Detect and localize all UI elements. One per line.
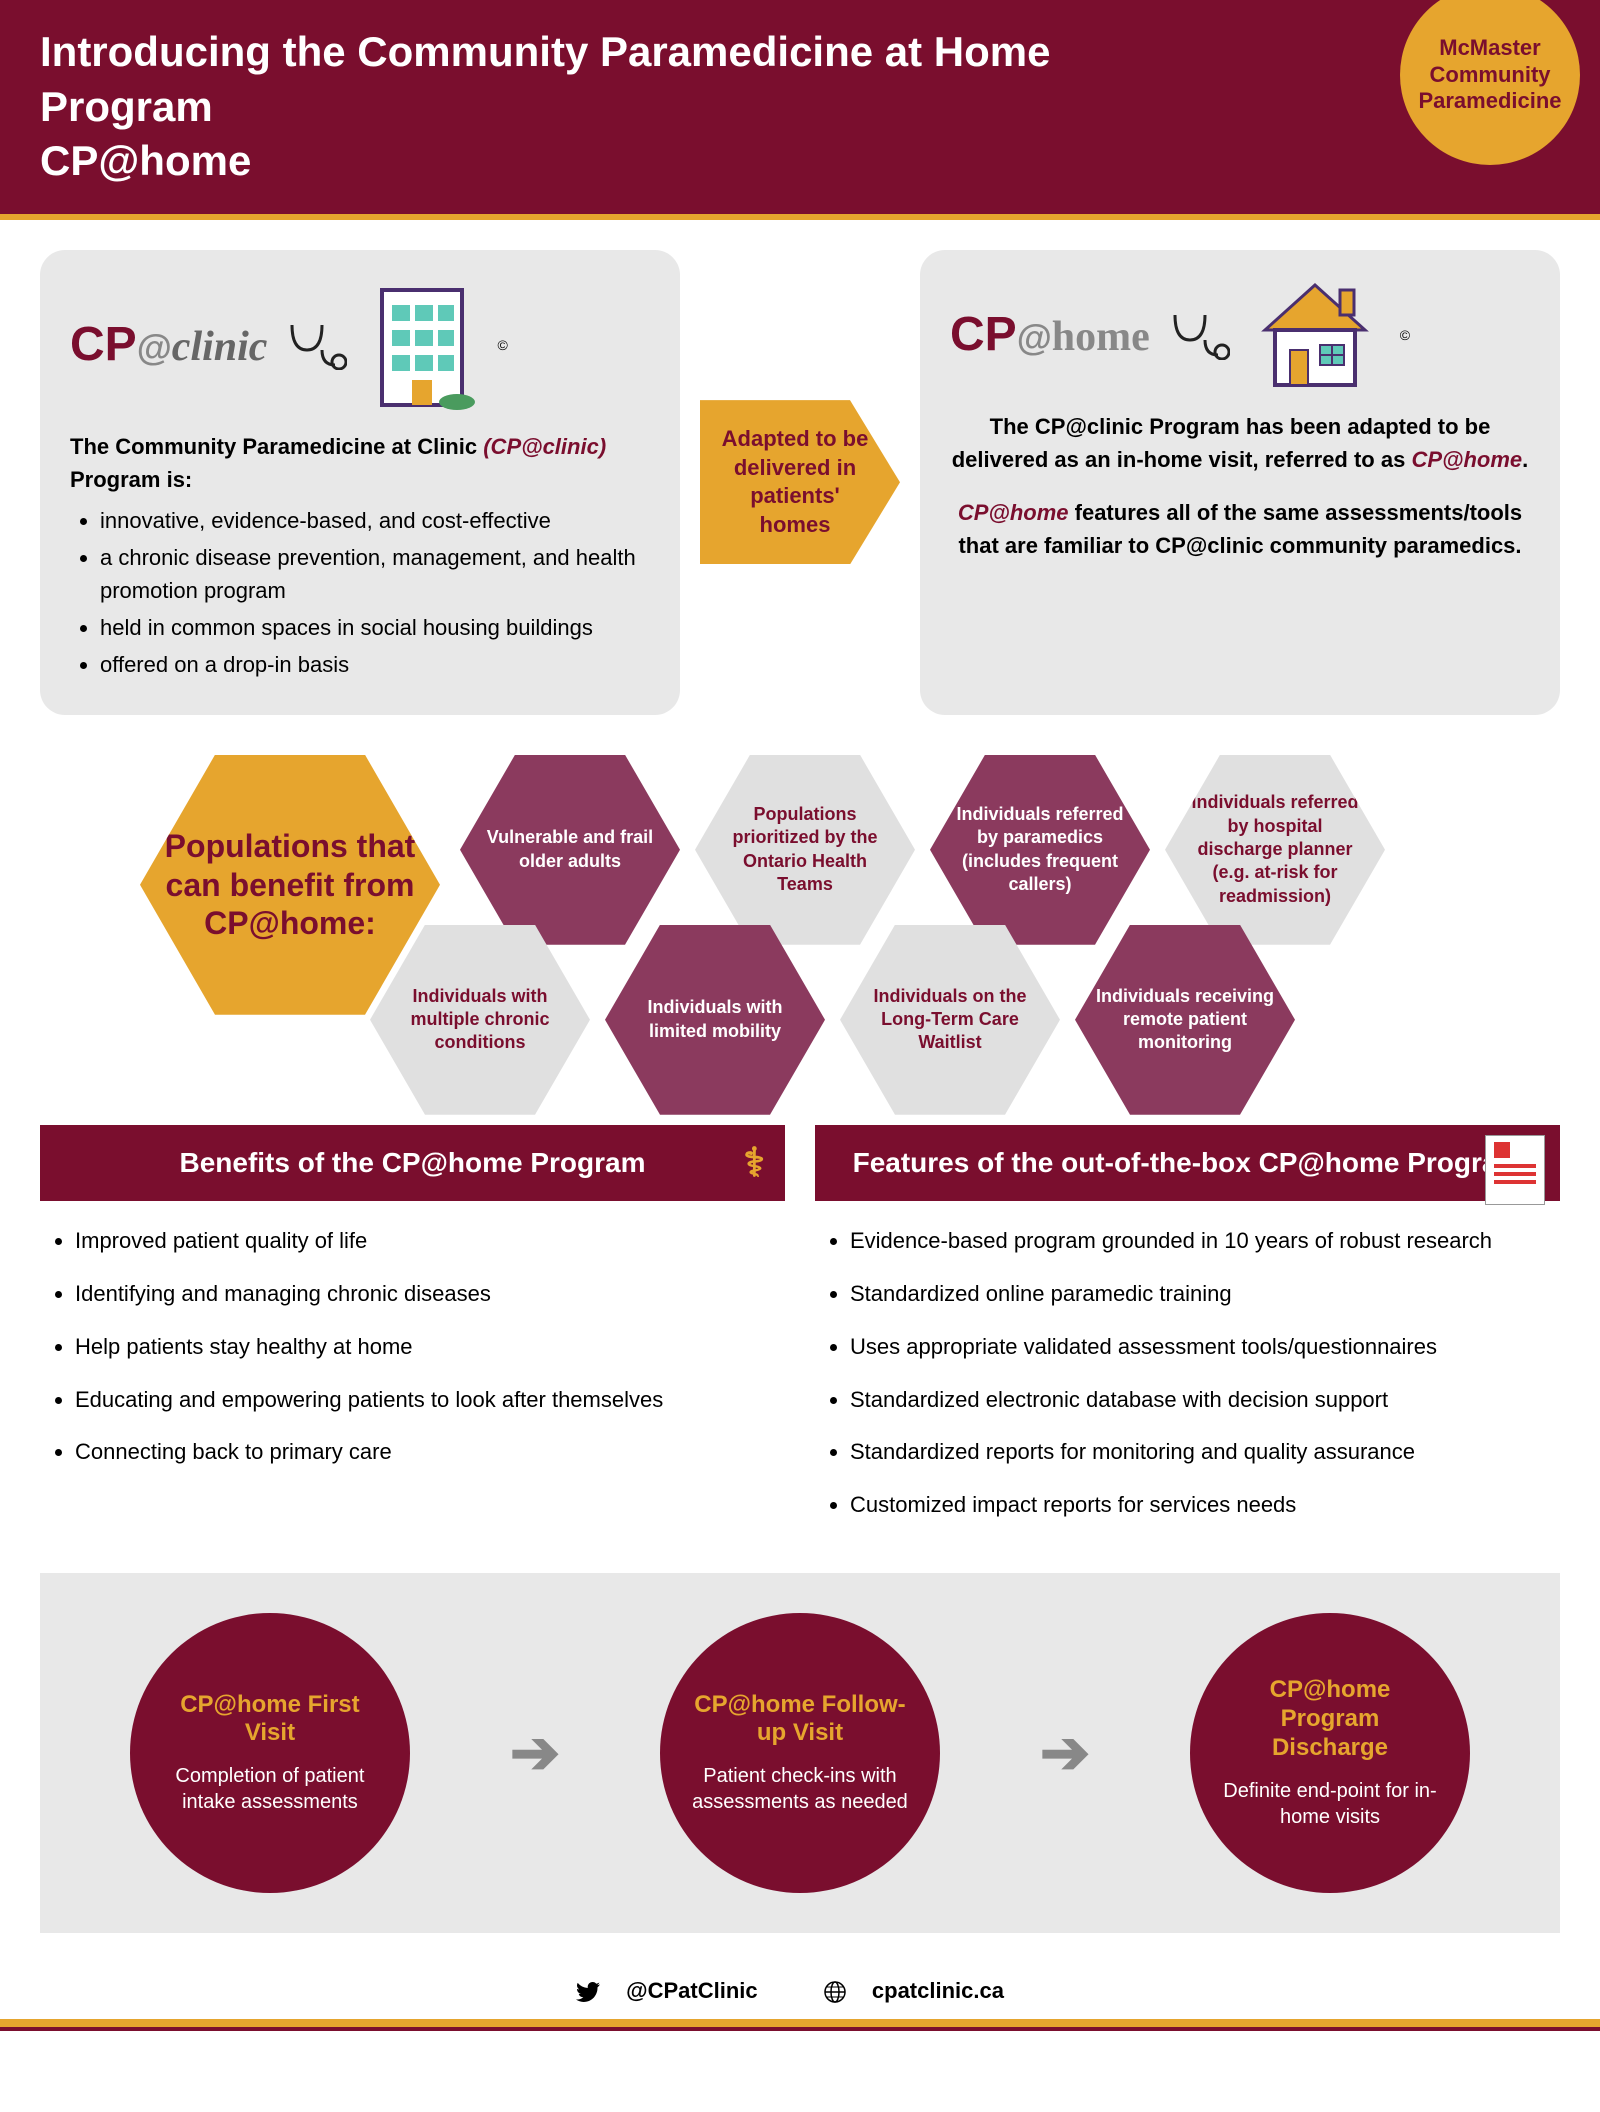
footer-social: @CPatClinic cpatclinic.ca (0, 1963, 1600, 2019)
list-item: held in common spaces in social housing … (100, 611, 650, 644)
population-hex: Individuals with multiple chronic condit… (370, 925, 590, 1115)
home-card: CP@home © The CP@clinic Program has been… (920, 250, 1560, 715)
website: cpatclinic.ca (824, 1978, 1024, 2003)
flow-desc: Completion of patient intake assessments (160, 1763, 380, 1815)
stethoscope-icon (287, 320, 347, 370)
stethoscope-icon (1170, 310, 1230, 360)
population-hex: Individuals receiving remote patient mon… (1075, 925, 1295, 1115)
flow-step-followup: CP@home Follow-up Visit Patient check-in… (660, 1613, 940, 1893)
flow-title: CP@home Program Discharge (1220, 1676, 1440, 1762)
clinic-logo: CP@clinic © (70, 280, 650, 410)
population-hex: Populations prioritized by the Ontario H… (695, 755, 915, 945)
list-item: Standardized online paramedic training (850, 1279, 1560, 1310)
population-hex: Individuals with limited mobility (605, 925, 825, 1115)
benefits-header: Benefits of the CP@home Program ⚕ (40, 1125, 785, 1201)
list-item: Customized impact reports for services n… (850, 1490, 1560, 1521)
home-logo: CP@home © (950, 280, 1530, 390)
list-item: Evidence-based program grounded in 10 ye… (850, 1226, 1560, 1257)
population-hex: Individuals on the Long-Term Care Waitli… (840, 925, 1060, 1115)
arrow-right-icon: ➔ (510, 1718, 560, 1788)
population-hex: Individuals referred by hospital dischar… (1165, 755, 1385, 945)
title-line2: CP@home (40, 134, 1090, 189)
list-item: Educating and empowering patients to loo… (75, 1385, 785, 1416)
features-list: Evidence-based program grounded in 10 ye… (850, 1226, 1560, 1521)
page-title: Introducing the Community Paramedicine a… (40, 25, 1090, 189)
list-item: offered on a drop-in basis (100, 648, 650, 681)
list-item: Help patients stay healthy at home (75, 1332, 785, 1363)
flow-step-first-visit: CP@home First Visit Completion of patien… (130, 1613, 410, 1893)
list-item: Uses appropriate validated assessment to… (850, 1332, 1560, 1363)
list-item: Standardized electronic database with de… (850, 1385, 1560, 1416)
flow-title: CP@home First Visit (160, 1691, 380, 1749)
title-line1: Introducing the Community Paramedicine a… (40, 25, 1090, 134)
clinic-card: CP@clinic © The Community Paramedicine a… (40, 250, 680, 715)
twitter-handle: @CPatClinic (576, 1978, 784, 2003)
caduceus-icon: ⚕ (743, 1137, 765, 1189)
benefits-column: Benefits of the CP@home Program ⚕ Improv… (40, 1125, 785, 1543)
flow-desc: Patient check-ins with assessments as ne… (690, 1763, 910, 1815)
main-content: CP@clinic © The Community Paramedicine a… (0, 220, 1600, 1963)
populations-section: Populations that can benefit from CP@hom… (40, 755, 1560, 1085)
features-header: Features of the out-of-the-box CP@home P… (815, 1125, 1560, 1201)
home-text: The CP@clinic Program has been adapted t… (950, 410, 1530, 562)
header: Introducing the Community Paramedicine a… (0, 0, 1600, 220)
top-cards: CP@clinic © The Community Paramedicine a… (40, 250, 1560, 715)
population-hex: Vulnerable and frail older adults (460, 755, 680, 945)
benefits-list: Improved patient quality of life Identif… (75, 1226, 785, 1468)
features-column: Features of the out-of-the-box CP@home P… (815, 1125, 1560, 1543)
footer-bar (0, 2019, 1600, 2031)
list-item: Connecting back to primary care (75, 1437, 785, 1468)
process-flow: CP@home First Visit Completion of patien… (40, 1573, 1560, 1933)
arrow-right-icon: ➔ (1040, 1718, 1090, 1788)
list-item: innovative, evidence-based, and cost-eff… (100, 504, 650, 537)
document-icon (1485, 1135, 1545, 1205)
house-icon (1250, 280, 1380, 390)
twitter-icon (576, 1982, 600, 2002)
clinic-text: The Community Paramedicine at Clinic (CP… (70, 430, 650, 681)
list-item: Improved patient quality of life (75, 1226, 785, 1257)
hex-grid: Vulnerable and frail older adults Popula… (460, 755, 1560, 1115)
building-icon (367, 280, 477, 410)
flow-title: CP@home Follow-up Visit (690, 1691, 910, 1749)
globe-icon (824, 1981, 846, 2003)
population-hex: Individuals referred by paramedics (incl… (930, 755, 1150, 945)
list-item: a chronic disease prevention, management… (100, 541, 650, 607)
benefits-features: Benefits of the CP@home Program ⚕ Improv… (40, 1125, 1560, 1543)
program-badge: McMaster Community Paramedicine (1400, 0, 1580, 165)
flow-desc: Definite end-point for in-home visits (1220, 1778, 1440, 1830)
list-item: Identifying and managing chronic disease… (75, 1279, 785, 1310)
clinic-bullets: innovative, evidence-based, and cost-eff… (100, 504, 650, 681)
adapted-arrow: Adapted to be delivered in patients' hom… (700, 400, 900, 564)
list-item: Standardized reports for monitoring and … (850, 1437, 1560, 1468)
flow-step-discharge: CP@home Program Discharge Definite end-p… (1190, 1613, 1470, 1893)
